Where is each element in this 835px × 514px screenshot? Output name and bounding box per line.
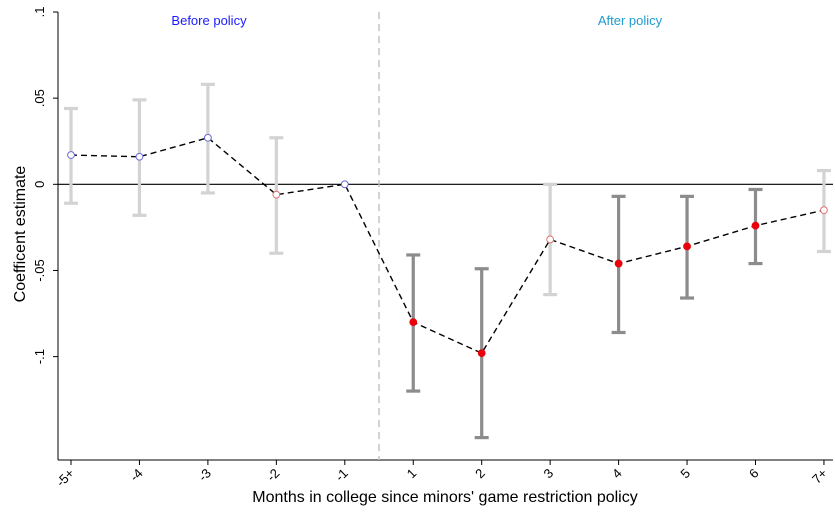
x-tick-label: 2 xyxy=(472,466,488,482)
estimate-marker xyxy=(272,190,281,199)
x-tick-label: -3 xyxy=(195,466,214,485)
x-tick-label: -5+ xyxy=(53,466,77,490)
confidence-interval-layer xyxy=(64,82,831,440)
estimate-marker xyxy=(204,133,212,142)
estimate-line xyxy=(70,137,825,355)
estimate-marker xyxy=(340,180,349,189)
estimate-marker xyxy=(546,235,555,244)
y-tick-label: -.05 xyxy=(32,259,47,281)
x-tick-label: 7+ xyxy=(809,466,830,487)
x-tick-label: -2 xyxy=(264,466,283,485)
marker-layer xyxy=(67,133,828,358)
x-tick-label: 1 xyxy=(404,466,420,482)
estimate-marker xyxy=(683,242,691,251)
x-tick-label: 6 xyxy=(746,466,762,482)
y-tick-layer: .1 .05 0 -.05 -.1 xyxy=(32,7,58,364)
estimate-marker xyxy=(409,318,418,327)
before-policy-label: Before policy xyxy=(171,13,247,28)
x-tick-label: -4 xyxy=(127,466,146,485)
x-axis-title: Months in college since minors' game res… xyxy=(252,489,637,506)
x-tick-layer: -5+ -4 -3 -2 -1 1 2 3 4 5 6 7+ xyxy=(53,460,830,490)
y-axis-title: Coefficent estimate xyxy=(12,166,29,303)
y-tick-label: .05 xyxy=(32,89,47,107)
estimate-marker xyxy=(67,151,75,159)
x-tick-label: 4 xyxy=(609,466,625,482)
after-policy-label: After policy xyxy=(598,13,663,28)
y-tick-label: .1 xyxy=(32,7,47,18)
x-tick-label: -1 xyxy=(332,466,351,485)
estimate-marker xyxy=(614,259,623,268)
x-tick-label: 3 xyxy=(541,466,557,482)
estimate-marker xyxy=(135,152,144,161)
axes-layer xyxy=(57,12,833,461)
estimate-marker xyxy=(477,349,486,358)
y-tick-label: -.1 xyxy=(32,349,47,364)
estimate-marker xyxy=(820,206,828,215)
y-tick-label: 0 xyxy=(32,181,47,188)
estimate-marker xyxy=(751,221,760,230)
x-tick-label: 5 xyxy=(677,466,693,482)
